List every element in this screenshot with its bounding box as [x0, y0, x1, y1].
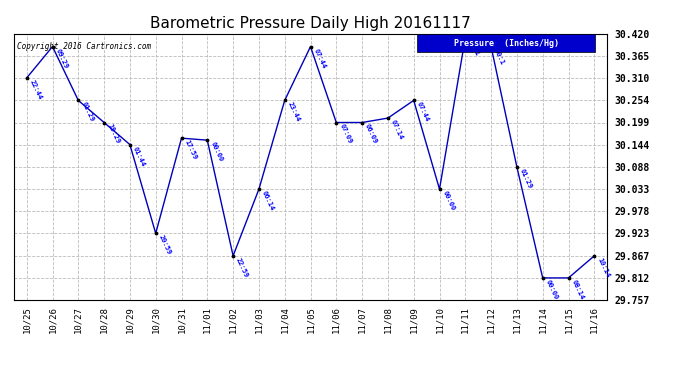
- Text: 10:14: 10:14: [596, 256, 611, 278]
- Text: 23:44: 23:44: [287, 101, 301, 123]
- Text: 22:44: 22:44: [29, 79, 43, 101]
- Text: 00:1: 00:1: [493, 47, 506, 65]
- Text: 19:1: 19:1: [467, 39, 480, 57]
- Text: 17:59: 17:59: [184, 139, 198, 161]
- Text: 00:00: 00:00: [442, 190, 456, 212]
- Text: 09:29: 09:29: [55, 47, 69, 69]
- Title: Barometric Pressure Daily High 20161117: Barometric Pressure Daily High 20161117: [150, 16, 471, 31]
- Text: 00:00: 00:00: [209, 141, 224, 163]
- Text: 06:14: 06:14: [261, 190, 275, 212]
- Text: 00:00: 00:00: [545, 279, 559, 300]
- Text: 20:59: 20:59: [158, 234, 172, 256]
- Text: 22:59: 22:59: [235, 256, 250, 278]
- Text: 01:29: 01:29: [80, 101, 95, 123]
- Text: 07:44: 07:44: [313, 47, 327, 69]
- Text: Pressure  (Inches/Hg): Pressure (Inches/Hg): [454, 39, 559, 48]
- FancyBboxPatch shape: [417, 34, 595, 53]
- Text: 19:29: 19:29: [106, 123, 121, 145]
- Text: Copyright 2016 Cartronics.com: Copyright 2016 Cartronics.com: [17, 42, 151, 51]
- Text: 08:14: 08:14: [571, 279, 585, 300]
- Text: 07:14: 07:14: [390, 119, 404, 141]
- Text: 07:44: 07:44: [416, 101, 430, 123]
- Text: 06:09: 06:09: [364, 123, 379, 145]
- Text: 07:09: 07:09: [338, 123, 353, 145]
- Text: 01:44: 01:44: [132, 146, 146, 167]
- Text: 01:29: 01:29: [519, 168, 533, 190]
